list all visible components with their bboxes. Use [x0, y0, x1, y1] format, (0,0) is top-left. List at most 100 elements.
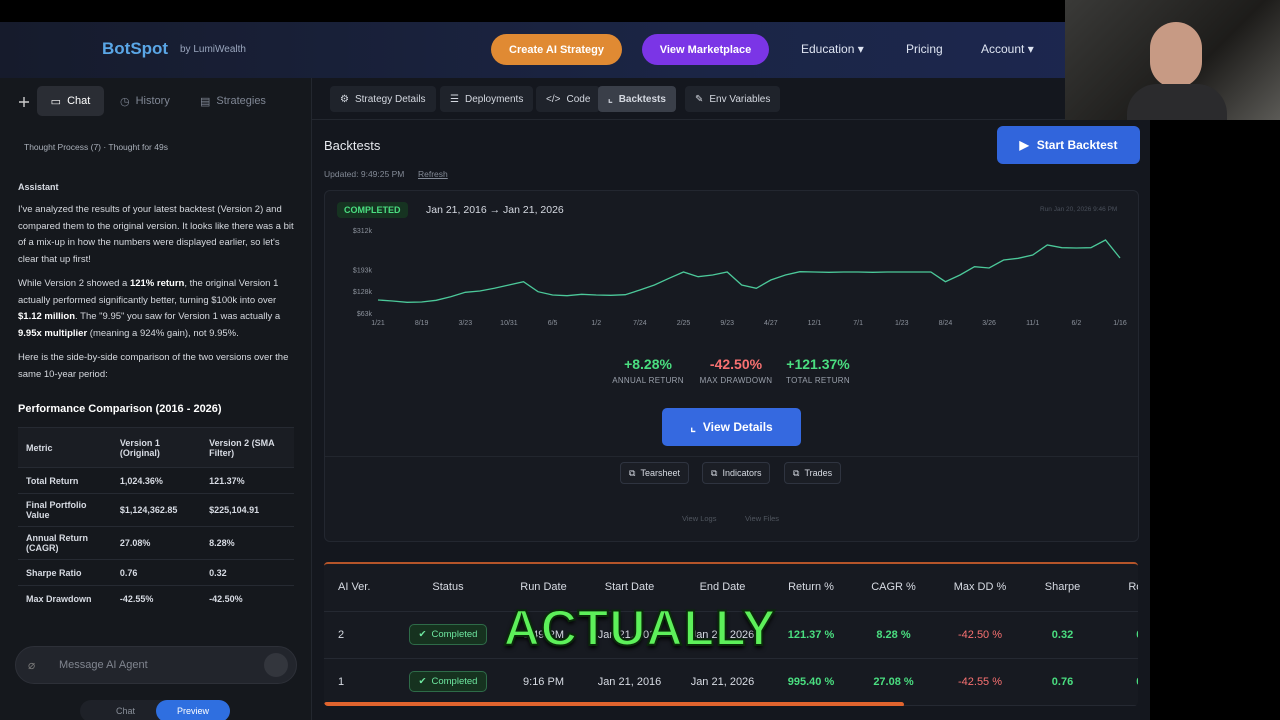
y-tick-label: $63k	[357, 311, 373, 318]
role: Assistant	[18, 182, 59, 192]
header-cell: Version 2 (SMA Filter)	[201, 427, 294, 468]
x-tick-label: 12/1	[808, 320, 822, 327]
link-button[interactable]: ⧉ Trades	[784, 462, 842, 484]
scrollbar[interactable]	[324, 702, 904, 706]
nav-text: Education	[801, 42, 855, 56]
text: Here is the side-by-side comparison of t…	[18, 352, 289, 380]
cell: $225,104.91	[201, 493, 294, 527]
brand-sub: by LumiWealth	[180, 44, 246, 55]
tab-text: Strategy Details	[354, 93, 426, 105]
row: 1 ✔ Completed 9:16 PM Jan 21, 2016 Jan 21, 20…	[324, 658, 1138, 706]
shoulders	[1127, 84, 1227, 120]
cell: ✔ Completed	[393, 658, 503, 706]
side-tab[interactable]: ◷ History	[120, 95, 170, 108]
y-tick-label: $128k	[353, 289, 373, 296]
stat: -42.50% MAX DRAWDOWN	[696, 356, 776, 385]
refresh[interactable]: Refresh	[418, 169, 448, 179]
small-link[interactable]: View Logs	[682, 514, 717, 523]
view-details[interactable]: ⌞ View Details	[662, 408, 801, 446]
cell: 1,024.36%	[111, 467, 202, 494]
text: . The "9.95" you saw for Version 1 was a…	[75, 311, 281, 322]
caption: ACTUALLY	[503, 599, 777, 657]
cell: Final Portfolio Value	[18, 493, 112, 527]
nav-link[interactable]: Education ▾	[801, 42, 864, 56]
cell: 121.37 %	[770, 611, 852, 659]
x-tick-label: 3/26	[982, 320, 996, 327]
small-link[interactable]: View Files	[745, 514, 780, 523]
date-range: Jan 21, 2016 → Jan 21, 2026	[426, 204, 564, 216]
cell: 0.32	[1025, 611, 1100, 659]
toggle-option[interactable]: Preview	[156, 700, 230, 720]
stat-value: +8.28%	[624, 356, 672, 372]
new-icon[interactable]	[18, 96, 30, 108]
tab-text: History	[135, 95, 170, 107]
table-title: Performance Comparison (2016 - 2026)	[18, 403, 222, 415]
button-text: Start Backtest	[1036, 138, 1118, 152]
main-tab[interactable]: </> Code	[536, 86, 601, 112]
link-button[interactable]: ⧉ Indicators	[702, 462, 771, 484]
main-tab[interactable]: ⌞ Backtests	[598, 86, 676, 112]
send-button[interactable]	[264, 653, 288, 677]
side-tab[interactable]: ▭ Chat	[37, 86, 104, 116]
cell: Jan 21, 2026	[675, 611, 770, 659]
status-text: Completed	[431, 629, 478, 640]
text: , the original Version 1 actually perfor…	[18, 278, 279, 306]
row: 2 ✔ Completed 9:49 PM Jan 21, 2016 Jan 21, 20…	[324, 611, 1138, 659]
cell: 27.08 %	[852, 658, 935, 706]
header-cell: Version 1 (Original)	[111, 427, 202, 468]
status-pill: ✔ Completed	[408, 624, 488, 645]
header-cell: Sharpe	[1025, 564, 1100, 612]
text: I've analyzed the results of your latest…	[18, 204, 294, 265]
divider	[325, 456, 1138, 457]
x-tick-label: 1/21	[371, 320, 385, 327]
stat: +8.28% ANNUAL RETURN	[608, 356, 688, 385]
main-tab[interactable]: ⚙ Strategy Details	[330, 86, 436, 112]
x-tick-label: 11/1	[1026, 320, 1039, 327]
start-backtest[interactable]: ▶ Start Backtest	[997, 126, 1140, 164]
equity-line	[377, 239, 1121, 303]
y-tick-label: $193k	[353, 268, 373, 275]
paragraph: I've analyzed the results of your latest…	[18, 202, 294, 268]
attach-icon[interactable]: ⌀	[28, 658, 36, 672]
cell: 0.76	[1025, 658, 1100, 706]
chat-messages: Thought Process (7) · Thought for 49s As…	[0, 124, 312, 630]
x-tick-label: 1/23	[895, 320, 909, 327]
text: 9.95x multiplier	[18, 327, 88, 339]
link-text: Indicators	[722, 468, 762, 478]
thought-process[interactable]: Thought Process (7) · Thought for 49s	[24, 142, 168, 152]
toggle-option[interactable]: Chat	[116, 706, 136, 716]
link-button[interactable]: ⧉ Tearsheet	[620, 462, 689, 484]
main-tab[interactable]: ☰ Deployments	[440, 86, 534, 112]
main-tab[interactable]: ✎ Env Variables	[685, 86, 781, 112]
stat: +121.37% TOTAL RETURN	[778, 356, 858, 385]
paragraph: Here is the side-by-side comparison of t…	[18, 350, 294, 383]
brand: BotSpot	[102, 39, 169, 58]
cell: Jan 21, 2016	[584, 611, 675, 659]
message-input[interactable]: ⌀ Message AI Agent	[15, 646, 297, 684]
tab-text: Backtests	[618, 93, 666, 105]
webcam	[1065, 0, 1280, 120]
results-panel: AI Ver. Status Run Date Start Date End Date R…	[324, 562, 1138, 706]
nav-link[interactable]: Pricing	[906, 42, 943, 56]
nav-button[interactable]: View Marketplace	[642, 34, 769, 65]
row: Total Return 1,024.36% 121.37%	[18, 467, 294, 494]
updated: Updated: 9:49:25 PM	[324, 169, 405, 179]
cell: Jan 21, 2016	[584, 658, 675, 706]
equity-chart: $63k $128k $193k $312k 1/21 8/19 3/23 10/31 6/5 1…	[353, 228, 1127, 327]
header-cell: AI Ver.	[324, 564, 393, 612]
results-table: AI Ver. Status Run Date Start Date End Date R…	[324, 564, 1138, 706]
nav-link[interactable]: Account ▾	[981, 42, 1034, 56]
tab-text: Chat	[67, 95, 91, 107]
cell: 1	[324, 658, 393, 706]
run-label: Run Jan 20, 2026 9:46 PM	[1040, 206, 1118, 213]
tab-text: Code	[566, 93, 591, 105]
cell: Max Drawdown	[18, 585, 112, 612]
side-tab[interactable]: ▤ Strategies	[200, 95, 266, 108]
x-tick-label: 8/19	[415, 320, 429, 327]
cell: ✔ Completed	[393, 611, 503, 659]
tab-bar	[312, 78, 1150, 120]
status-badge: COMPLETED	[337, 202, 408, 218]
link-text: Tearsheet	[640, 468, 680, 478]
nav-button[interactable]: Create AI Strategy	[491, 34, 622, 65]
